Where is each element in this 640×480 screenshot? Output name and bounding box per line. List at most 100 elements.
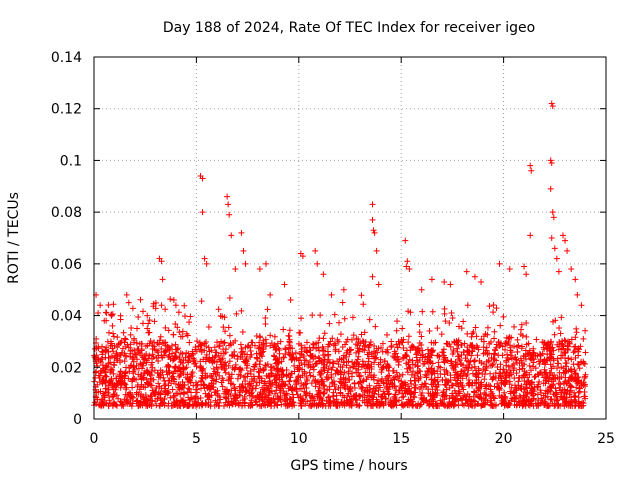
data-point [172, 341, 179, 348]
data-point [176, 354, 183, 361]
data-point [158, 302, 165, 309]
data-point [130, 363, 137, 370]
data-point [185, 394, 192, 401]
x-tick-labels: 0 5 10 15 20 25 [90, 431, 615, 447]
chart-title: Day 188 of 2024, Rate Of TEC Index for r… [163, 20, 535, 36]
data-point [358, 331, 365, 338]
data-point [260, 398, 267, 405]
data-point [355, 361, 362, 368]
data-point [185, 359, 192, 366]
data-point [333, 367, 340, 374]
data-point [498, 377, 505, 384]
data-point [263, 340, 270, 347]
data-point [383, 365, 390, 372]
data-point [172, 320, 179, 327]
data-point [340, 286, 347, 293]
data-point [200, 356, 207, 363]
data-point [418, 401, 425, 408]
data-point [190, 382, 197, 389]
data-point [256, 379, 263, 386]
data-point [489, 402, 496, 409]
data-point [561, 403, 568, 410]
data-point [478, 278, 485, 285]
data-point [404, 365, 411, 372]
data-point [237, 372, 244, 379]
data-point [527, 162, 534, 169]
data-point [232, 337, 239, 344]
data-point [172, 363, 179, 370]
data-point [486, 303, 493, 310]
data-point [469, 330, 476, 337]
data-point [192, 386, 199, 393]
data-point [244, 370, 251, 377]
data-point [157, 400, 164, 407]
data-point [482, 391, 489, 398]
data-point [349, 370, 356, 377]
data-point [213, 364, 220, 371]
data-point [320, 345, 327, 352]
data-point [312, 247, 319, 254]
data-point [551, 331, 558, 338]
data-point [133, 362, 140, 369]
data-point [122, 386, 129, 393]
data-point [468, 352, 475, 359]
data-point [461, 340, 468, 347]
data-point [492, 370, 499, 377]
data-point [245, 342, 252, 349]
data-point [439, 376, 446, 383]
data-point [474, 400, 481, 407]
data-point [326, 320, 333, 327]
data-point [108, 382, 115, 389]
data-point [398, 339, 405, 346]
data-point [572, 276, 579, 283]
data-point [550, 318, 557, 325]
data-point [113, 375, 120, 382]
data-point [342, 375, 349, 382]
data-point [180, 366, 187, 373]
data-point [428, 396, 435, 403]
data-point [157, 371, 164, 378]
data-point [263, 391, 270, 398]
data-point [497, 373, 504, 380]
data-point [221, 339, 228, 346]
data-point [329, 364, 336, 371]
data-point [483, 392, 490, 399]
data-point [574, 291, 581, 298]
data-point [286, 327, 293, 334]
data-point [570, 349, 577, 356]
data-point [308, 380, 315, 387]
data-point [313, 360, 320, 367]
data-point [158, 345, 165, 352]
data-point [416, 321, 423, 328]
data-point [114, 381, 121, 388]
data-point [290, 394, 297, 401]
data-point [267, 291, 274, 298]
data-point [123, 291, 130, 298]
data-point [121, 335, 128, 342]
data-point [568, 383, 575, 390]
data-point [117, 368, 124, 375]
data-point [389, 367, 396, 374]
data-point [247, 354, 254, 361]
data-point [466, 348, 473, 355]
data-point [432, 400, 439, 407]
data-point [253, 354, 260, 361]
x-tick-label: 0 [90, 431, 99, 447]
data-point [298, 342, 305, 349]
data-point [211, 344, 218, 351]
data-point [556, 324, 563, 331]
data-point [307, 372, 314, 379]
data-point [402, 237, 409, 244]
data-point [196, 339, 203, 346]
data-point [222, 328, 229, 335]
data-point [450, 403, 457, 410]
data-point [403, 347, 410, 354]
data-point [105, 382, 112, 389]
data-point [118, 349, 125, 356]
data-point [434, 387, 441, 394]
data-point [464, 391, 471, 398]
data-point [543, 357, 550, 364]
data-point [180, 357, 187, 364]
data-point [344, 336, 351, 343]
data-point [430, 368, 437, 375]
